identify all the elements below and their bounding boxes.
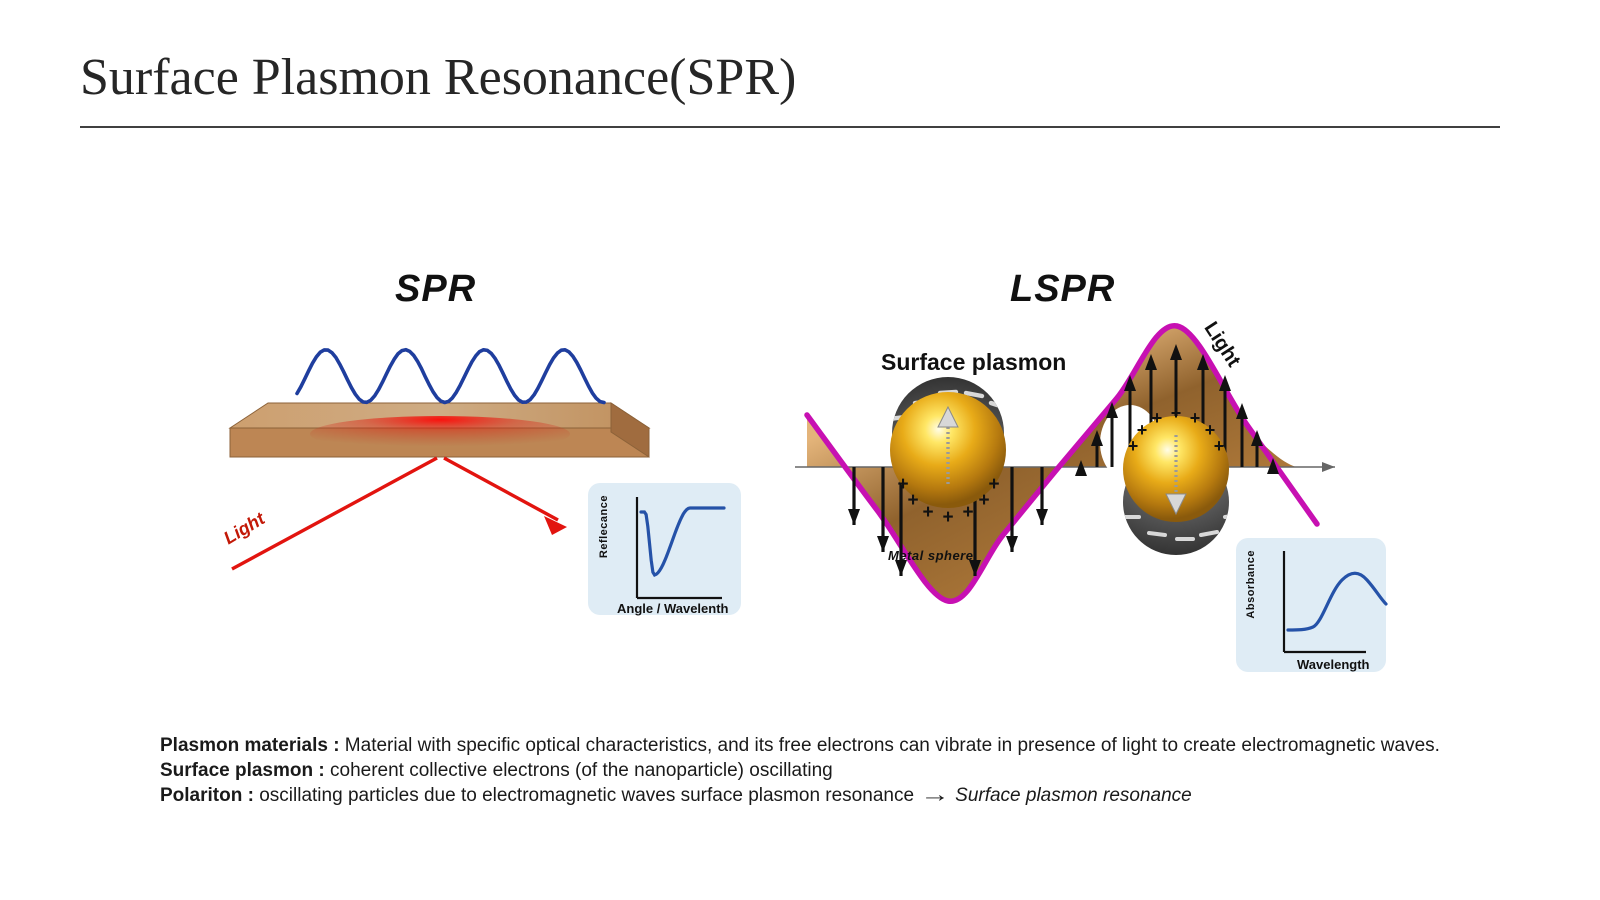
svg-text:+: + (942, 507, 953, 528)
svg-text:+: + (1152, 408, 1163, 428)
svg-text:+: + (1171, 403, 1182, 423)
svg-text:+: + (962, 502, 973, 523)
svg-text:+: + (1214, 436, 1225, 456)
svg-text:+: + (907, 490, 918, 511)
svg-text:+: + (988, 474, 999, 495)
svg-text:+: + (1190, 408, 1201, 428)
svg-text:+: + (922, 502, 933, 523)
svg-text:+: + (1137, 420, 1148, 440)
